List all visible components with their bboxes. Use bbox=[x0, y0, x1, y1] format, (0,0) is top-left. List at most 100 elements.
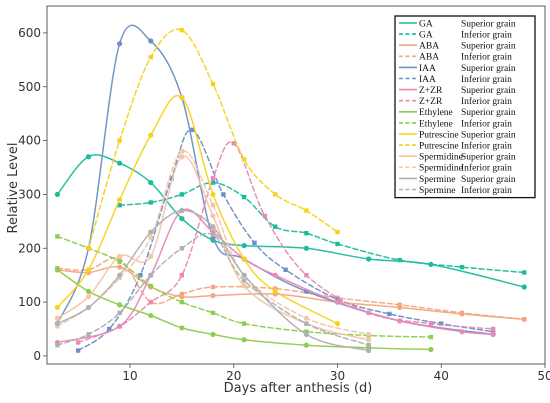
x-tick-label: 10 bbox=[122, 369, 137, 383]
data-point bbox=[366, 337, 372, 343]
data-point bbox=[179, 192, 185, 197]
y-tick-label: 600 bbox=[18, 26, 41, 40]
data-point bbox=[75, 348, 81, 353]
data-point bbox=[304, 329, 309, 334]
legend-grain-type: Superior grain bbox=[461, 153, 516, 163]
data-point bbox=[85, 267, 92, 273]
data-point bbox=[366, 342, 371, 348]
legend-grain-type: Inferior grain bbox=[461, 74, 512, 85]
series-line bbox=[87, 28, 339, 250]
data-point bbox=[304, 208, 309, 213]
data-point bbox=[334, 321, 341, 327]
data-point bbox=[148, 299, 153, 305]
data-point bbox=[179, 291, 185, 297]
data-point bbox=[459, 264, 465, 270]
y-tick-label: 0 bbox=[33, 349, 41, 363]
series-iaa-inferior bbox=[75, 127, 496, 353]
series-putrescine-inferior bbox=[86, 28, 340, 251]
data-point bbox=[169, 176, 174, 181]
data-point bbox=[54, 191, 60, 198]
data-point bbox=[117, 275, 122, 281]
data-point bbox=[117, 264, 123, 270]
data-point bbox=[148, 179, 154, 186]
legend-series-name: Putrescine bbox=[419, 130, 459, 140]
data-point bbox=[283, 267, 288, 272]
data-point bbox=[252, 240, 257, 246]
data-point bbox=[148, 132, 154, 138]
data-point bbox=[241, 194, 247, 200]
data-point bbox=[490, 326, 496, 332]
y-tick-label: 100 bbox=[18, 295, 41, 309]
legend-grain-type: Superior grain bbox=[461, 108, 516, 118]
series-layer bbox=[54, 24, 527, 354]
data-point bbox=[179, 207, 185, 214]
data-point bbox=[210, 213, 216, 219]
data-point bbox=[55, 342, 60, 348]
legend-series-name: ABA bbox=[419, 42, 439, 52]
data-point bbox=[303, 331, 309, 337]
data-point bbox=[210, 284, 216, 290]
x-tick-label: 30 bbox=[330, 369, 345, 383]
legend: GA Superior grain GA Inferior grain ABA Super… bbox=[394, 15, 536, 199]
data-point bbox=[179, 325, 185, 331]
data-point bbox=[148, 283, 153, 289]
data-point bbox=[221, 192, 226, 197]
data-point bbox=[210, 310, 216, 316]
data-point bbox=[304, 316, 309, 321]
data-point bbox=[262, 213, 268, 219]
data-point bbox=[179, 272, 185, 278]
data-point bbox=[459, 329, 465, 335]
data-point bbox=[179, 299, 185, 305]
data-point bbox=[210, 81, 216, 87]
legend-series-name: Putrescine bbox=[419, 142, 459, 152]
data-point bbox=[148, 38, 154, 44]
data-point bbox=[241, 321, 247, 326]
data-point bbox=[272, 272, 278, 278]
data-point bbox=[54, 304, 60, 311]
data-point bbox=[397, 257, 402, 263]
legend-series-name: GA bbox=[419, 19, 433, 29]
data-point bbox=[387, 311, 392, 317]
series-spermidine-superior bbox=[54, 154, 372, 343]
data-point bbox=[210, 224, 216, 230]
data-point bbox=[190, 127, 195, 133]
axes-layer: 0 100 200 300 400 500 600 10 20 30 40 50 bbox=[18, 26, 550, 383]
legend-grain-type: Inferior grain bbox=[461, 185, 512, 196]
legend-series-name: IAA bbox=[419, 75, 436, 85]
data-point bbox=[117, 41, 123, 47]
legend-series-name: Z+ZR bbox=[419, 97, 443, 107]
data-point bbox=[459, 310, 465, 316]
data-point bbox=[428, 321, 434, 326]
data-point bbox=[179, 246, 185, 251]
data-point bbox=[303, 245, 309, 251]
x-tick-label: 20 bbox=[226, 369, 241, 383]
legend-grain-type: Inferior grain bbox=[461, 96, 512, 107]
data-point bbox=[117, 202, 122, 208]
data-point bbox=[521, 284, 527, 290]
data-point bbox=[397, 302, 402, 307]
data-point bbox=[241, 278, 247, 283]
legend-series-name: IAA bbox=[419, 64, 436, 74]
legend-series-name: GA bbox=[419, 31, 433, 41]
data-point bbox=[179, 94, 185, 101]
legend-grain-type: Superior grain bbox=[461, 64, 516, 74]
data-point bbox=[241, 157, 247, 162]
series-ga-inferior bbox=[117, 180, 527, 275]
data-point bbox=[86, 246, 91, 251]
data-point bbox=[148, 312, 154, 319]
x-axis-label: Days after anthesis (d) bbox=[224, 381, 373, 396]
series-ethylene-superior bbox=[54, 267, 434, 353]
series-spermine-inferior bbox=[55, 232, 371, 348]
data-point bbox=[210, 293, 216, 299]
series-line bbox=[56, 269, 432, 351]
y-tick-label: 500 bbox=[18, 80, 41, 94]
data-point bbox=[366, 310, 371, 316]
series-putrescine-superior bbox=[54, 94, 341, 327]
legend-series-name: ABA bbox=[419, 53, 439, 63]
data-point bbox=[304, 272, 309, 278]
data-point bbox=[148, 54, 153, 60]
data-point bbox=[117, 310, 122, 316]
x-tick-label: 40 bbox=[434, 369, 449, 383]
data-point bbox=[335, 297, 340, 302]
